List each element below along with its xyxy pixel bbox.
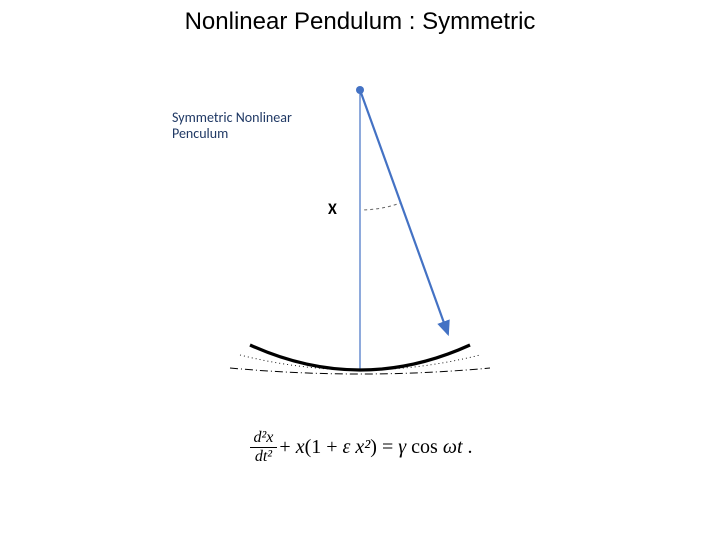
eq-paren-open: (1 + bbox=[305, 436, 343, 458]
eq-body: + x(1 + ε x²) = γ cos ωt . bbox=[279, 436, 472, 459]
equation: d²x dt² + x(1 + ε x²) = γ cos ωt . bbox=[0, 430, 720, 465]
angle-arc bbox=[364, 203, 401, 210]
eq-equals: = bbox=[377, 436, 398, 458]
eq-paren-close: ) bbox=[370, 436, 377, 458]
eq-cos: cos bbox=[406, 436, 443, 458]
slide: Nonlinear Pendulum : Symmetric Symmetric… bbox=[0, 0, 720, 540]
eq-gamma: γ bbox=[398, 436, 406, 458]
eq-omega: ω bbox=[443, 436, 457, 458]
eq-frac-den: dt² bbox=[255, 448, 272, 465]
eq-fraction: d²x dt² bbox=[250, 430, 278, 465]
pendulum-diagram bbox=[160, 70, 560, 410]
slide-title: Nonlinear Pendulum : Symmetric bbox=[0, 8, 720, 36]
pivot-dot bbox=[356, 86, 364, 94]
eq-plus: + bbox=[279, 436, 295, 458]
eq-x2: x² bbox=[350, 436, 370, 458]
pendulum-svg bbox=[160, 70, 560, 410]
pendulum-rod bbox=[360, 90, 448, 334]
eq-period: . bbox=[463, 436, 473, 458]
eq-x: x bbox=[296, 436, 305, 458]
eq-frac-num: d²x bbox=[254, 429, 274, 446]
